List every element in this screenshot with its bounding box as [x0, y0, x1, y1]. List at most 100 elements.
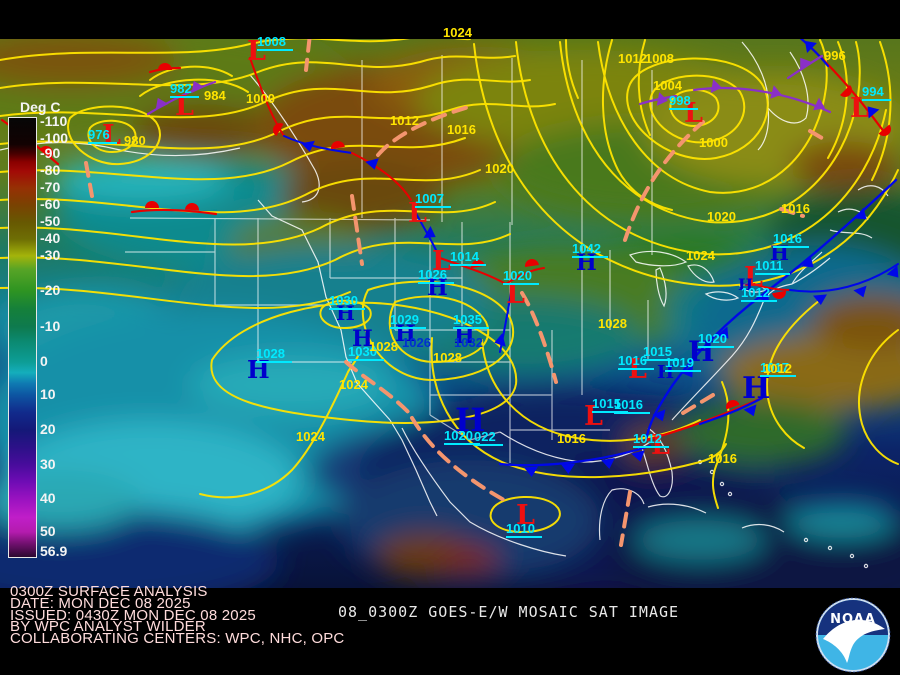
colorbar-tick-label: -70 [40, 179, 61, 195]
high-symbol: H [454, 323, 475, 349]
noaa-logo: NOAA [815, 597, 891, 673]
satellite-caption: 08_0300Z GOES-E/W MOSAIC SAT IMAGE [338, 603, 680, 621]
footer-line: BY WPC ANALYST WILDER [10, 618, 206, 636]
pressure-label: 1016 [618, 354, 654, 370]
isobar-label: 1020 [707, 209, 736, 224]
isobar-label: 1004 [653, 78, 682, 93]
colorbar-tick-label: -110 [40, 113, 68, 129]
isobar-label: 1024 [339, 377, 368, 392]
pressure-label: 022 [474, 430, 503, 446]
low-pressure-label: 1012 [633, 432, 669, 448]
isobar-label: 1012 [763, 361, 792, 376]
isobar-label: 1012 [618, 51, 647, 66]
high-pressure-label: 1016 [773, 232, 809, 248]
isobar-label: 1016 [557, 431, 586, 446]
pressure-label: 1016 [614, 398, 650, 414]
low-symbol: L [247, 36, 266, 67]
low-symbol: L [744, 262, 763, 293]
pressure-label: 1026 [402, 335, 431, 350]
isobar-label: 980 [124, 133, 146, 148]
high-pressure-label: 1026 [418, 268, 454, 284]
high-symbol: H [247, 355, 270, 384]
high-pressure-label: 1028 [256, 347, 292, 363]
high-pressure-label: 1012 [741, 286, 777, 302]
high-pressure-label: 1035 [453, 313, 489, 329]
low-pressure-label: 1015 [592, 397, 628, 413]
isobar-label: 1012 [390, 113, 419, 128]
noaa-logo-text: NOAA [830, 612, 876, 627]
colorbar-tick-label: -40 [40, 230, 61, 246]
high-symbol: H [657, 362, 675, 383]
temperature-colorbar [8, 117, 37, 558]
isobars [0, 39, 899, 534]
isobar-label: 1000 [699, 135, 728, 150]
high-symbol: H [742, 371, 771, 406]
high-pressure-label: 1042 [572, 242, 608, 258]
colorbar-tick-label: -20 [40, 282, 61, 298]
high-pressure-label: 1029 [390, 313, 426, 329]
isobar-label: 1016 [447, 122, 476, 137]
colorbar-tick-label: 30 [40, 456, 56, 472]
colorbar-tick-label: 20 [40, 421, 56, 437]
isobar-label: 1000 [246, 91, 275, 106]
high-pressure-label: 1030 [348, 345, 384, 361]
low-pressure-label: 1008 [257, 35, 293, 51]
footer-line: ISSUED: 0430Z MON DEC 08 2025 [10, 606, 256, 624]
low-symbol: L [850, 93, 869, 124]
colorbar-tick-label: 56.9 [40, 543, 68, 559]
isobar-label: 1028 [433, 350, 462, 365]
colorbar-tick-label: -30 [40, 247, 61, 263]
colorbar-tick-label: 40 [40, 490, 56, 506]
low-pressure-label: 1020 [503, 269, 539, 285]
isobar-label: 1024 [443, 25, 472, 40]
low-symbol: L [684, 98, 703, 129]
low-symbol: L [175, 91, 194, 122]
low-symbol: L [651, 430, 670, 461]
colorbar-tick-label: -10 [40, 318, 61, 334]
low-pressure-label: 976 [88, 128, 117, 144]
high-pressure-label: 1017 [760, 361, 796, 377]
isobar-label: 1028 [369, 339, 398, 354]
high-pressure-label: 1020 [698, 332, 734, 348]
low-pressure-label: 1007 [415, 192, 451, 208]
low-pressure-label: 1010 [506, 522, 542, 538]
high-symbol: H [455, 401, 486, 439]
isobar-label: 1016 [781, 201, 810, 216]
footer-line: 0300Z SURFACE ANALYSIS [10, 583, 208, 600]
isobar-label: 1028 [598, 316, 627, 331]
low-symbol: L [516, 500, 535, 531]
colorbar-tick-label: -50 [40, 213, 61, 229]
colorbar-tick-label: 50 [40, 523, 56, 539]
isobar-label: 1016 [708, 451, 737, 466]
footer-line: DATE: MON DEC 08 2025 [10, 594, 191, 612]
trough-lines [84, 39, 829, 547]
colorbar-tick-label: -80 [40, 162, 61, 178]
isobar-label: 1008 [645, 51, 674, 66]
colorbar-tick-label: -60 [40, 196, 61, 212]
low-symbol: L [584, 401, 603, 432]
pressure-label: 1032 [454, 335, 483, 350]
analysis-footer-text: 0300Z SURFACE ANALYSIS DATE: MON DEC 08 2… [10, 583, 344, 646]
high-pressure-label: 1019 [665, 356, 701, 372]
low-pressure-label: 1015 [643, 345, 679, 361]
high-pressure-label: 1030 [329, 294, 365, 310]
isobar-label: 996 [824, 48, 846, 63]
colorbar-tick-label: 0 [40, 353, 48, 369]
high-pressure-label: 1020 [444, 429, 480, 445]
colorbar-tick-label: -90 [40, 145, 61, 161]
low-pressure-label: 1011 [755, 259, 791, 275]
high-symbol: H [738, 275, 754, 294]
low-symbol: L [506, 279, 525, 310]
low-pressure-label: 982 [170, 82, 199, 98]
cold-front-pips [652, 207, 867, 422]
isobar-label: 1024 [296, 429, 325, 444]
satellite-texture [0, 39, 900, 588]
colorbar-title: Deg C [20, 99, 61, 115]
isobar-label: 1024 [686, 248, 715, 263]
isobar-label: 984 [204, 88, 226, 103]
colorbar-tick-label: 10 [40, 386, 56, 402]
low-symbol: L [432, 246, 451, 277]
